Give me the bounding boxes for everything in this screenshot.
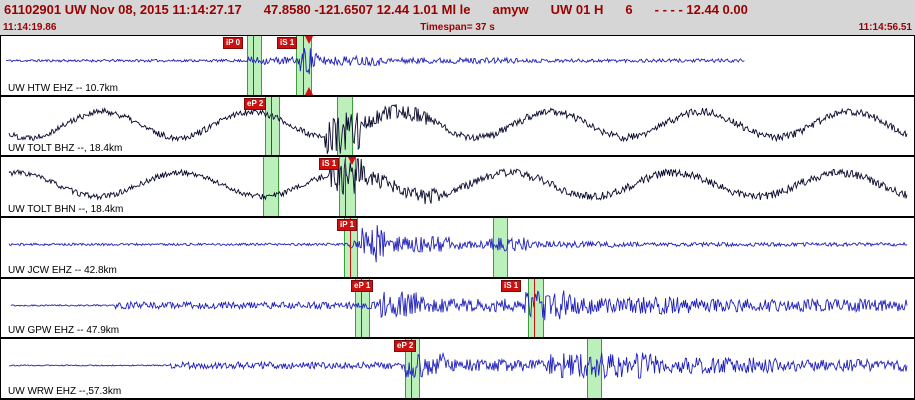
trace-label: UW GPW EHZ -- 47.9km	[8, 325, 120, 337]
phase-pick-flag[interactable]: iP 0	[223, 37, 244, 49]
hypocenter-magnitude: 47.8580 -121.6507 12.44 1.01 Ml le	[263, 2, 471, 17]
time-axis-bar: 11:14:19.86 Timespan= 37 s 11:14:56.51	[0, 20, 915, 35]
pick-highlight-band	[263, 157, 279, 217]
waveform-tolt-bhn	[8, 158, 908, 205]
cursor-marker-top-icon	[305, 36, 313, 44]
timespan-label: Timespan= 37 s	[420, 22, 495, 33]
cursor-marker-top-icon	[348, 157, 356, 166]
waveform-jcw-ehz	[8, 225, 908, 263]
waveform-tolt-bhz	[8, 103, 908, 154]
waveform-htw-ehz	[5, 48, 745, 75]
trace-label: UW TOLT BHZ --, 18.4km	[8, 143, 123, 155]
waveform-wrw-ehz	[8, 352, 908, 380]
trace-panel-gpw-ehz[interactable]: eP 1 iS 1 UW GPW EHZ -- 47.9km	[1, 278, 914, 340]
phase-pick-line[interactable]	[303, 36, 304, 95]
pick-highlight-band	[265, 96, 280, 156]
pick-count: 6	[625, 2, 633, 17]
event-header-bar: 61102901 UW Nov 08, 2015 11:14:27.17 47.8…	[0, 0, 915, 20]
phase-pick-flag[interactable]: eP 2	[244, 97, 267, 110]
window-start-time: 11:14:19.86	[3, 22, 57, 33]
phase-pick-line[interactable]	[361, 278, 362, 338]
trace-label: UW HTW EHZ -- 10.7km	[8, 82, 118, 94]
window-end-time: 11:14:56.51	[858, 22, 912, 33]
phase-pick-flag[interactable]: iP 1	[337, 219, 358, 232]
trace-stack: iP 0 iS 1 UW HTW EHZ -- 10.7km eP 2 UW TOLT …	[0, 35, 915, 400]
network-code: UW 01 H	[550, 2, 604, 17]
pick-highlight-band	[344, 218, 358, 277]
pick-highlight-band	[405, 339, 420, 399]
phase-pick-flag[interactable]: eP 1	[351, 279, 374, 292]
residual-values: - - - - 12.44 0.00	[654, 2, 748, 17]
trace-label: UW WRW EHZ --,57.3km	[8, 386, 122, 398]
analyst-id: amyw	[492, 2, 529, 17]
phase-pick-flag[interactable]: eP 2	[394, 340, 417, 353]
phase-pick-line[interactable]	[345, 157, 346, 217]
phase-pick-line[interactable]	[253, 36, 254, 95]
event-id-and-origin: 61102901 UW Nov 08, 2015 11:14:27.17	[4, 2, 242, 17]
phase-pick-flag[interactable]: iS 1	[501, 279, 522, 292]
trace-panel-jcw-ehz[interactable]: iP 1 UW JCW EHZ -- 42.8km	[1, 218, 914, 279]
phase-pick-flag[interactable]: iS 1	[277, 37, 298, 49]
phase-pick-flag[interactable]: iS 1	[319, 158, 340, 171]
trace-panel-htw-ehz[interactable]: iP 0 iS 1 UW HTW EHZ -- 10.7km	[1, 36, 914, 97]
pick-highlight-band	[339, 157, 356, 217]
trace-panel-wrw-ehz[interactable]: eP 2 UW WRW EHZ --,57.3km	[1, 339, 914, 400]
pick-highlight-band	[247, 36, 262, 95]
trace-panel-tolt-bhz[interactable]: eP 2 UW TOLT BHZ --, 18.4km	[1, 96, 914, 158]
phase-pick-line[interactable]	[411, 339, 412, 399]
trace-label: UW JCW EHZ -- 42.8km	[8, 264, 117, 276]
phase-pick-line[interactable]	[271, 96, 272, 156]
cursor-marker-bottom-icon	[305, 86, 313, 95]
waveform-gpw-ehz	[10, 290, 908, 320]
phase-pick-line[interactable]	[350, 218, 351, 277]
trace-label: UW TOLT BHN --, 18.4km	[8, 204, 124, 216]
phase-pick-line[interactable]	[534, 278, 535, 338]
trace-panel-tolt-bhn[interactable]: iS 1 UW TOLT BHN --, 18.4km	[1, 157, 914, 219]
